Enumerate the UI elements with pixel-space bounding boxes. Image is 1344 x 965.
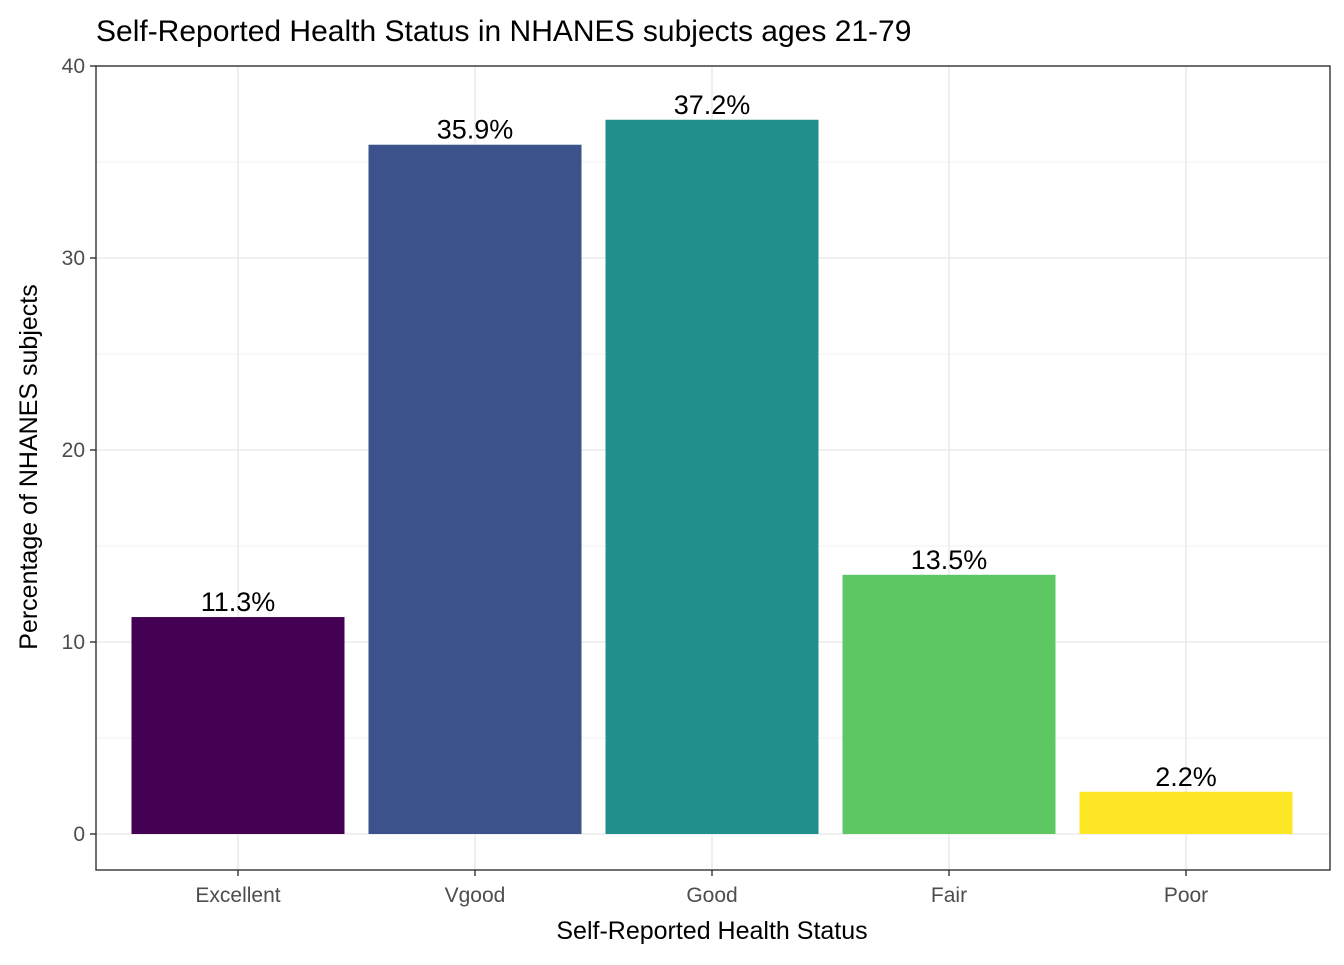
bar-excellent [131, 617, 345, 834]
axes: 0 10 20 30 40 Excellent Vgood Good Fair Poor [62, 55, 1209, 907]
x-tick-label-fair: Fair [931, 884, 967, 907]
x-tick-label-poor: Poor [1164, 884, 1208, 907]
data-label-excellent: 11.3% [201, 587, 276, 617]
y-tick-label: 40 [62, 55, 85, 78]
y-tick-label: 10 [62, 631, 85, 654]
y-tick-label: 30 [62, 247, 85, 270]
data-labels: 11.3% 35.9% 37.2% 13.5% 2.2% [201, 90, 1217, 792]
x-axis-title: Self-Reported Health Status [556, 917, 867, 945]
bars [131, 119, 1293, 835]
bar-vgood [368, 144, 582, 835]
chart-title: Self-Reported Health Status in NHANES su… [96, 15, 911, 48]
data-label-fair: 13.5% [911, 545, 988, 575]
data-label-vgood: 35.9% [437, 115, 514, 145]
x-tick-label-excellent: Excellent [195, 884, 280, 907]
y-tick-label: 0 [73, 823, 85, 846]
x-tick-label-good: Good [686, 884, 737, 907]
bar-good [605, 119, 819, 834]
bar-poor [1079, 791, 1293, 834]
y-tick-label: 20 [62, 439, 85, 462]
bar-fair [842, 574, 1056, 834]
x-tick-label-vgood: Vgood [445, 884, 506, 907]
data-label-poor: 2.2% [1155, 762, 1217, 792]
y-axis-title: Percentage of NHANES subjects [15, 284, 43, 649]
plot-panel-border [95, 65, 1331, 871]
data-label-good: 37.2% [674, 90, 751, 120]
